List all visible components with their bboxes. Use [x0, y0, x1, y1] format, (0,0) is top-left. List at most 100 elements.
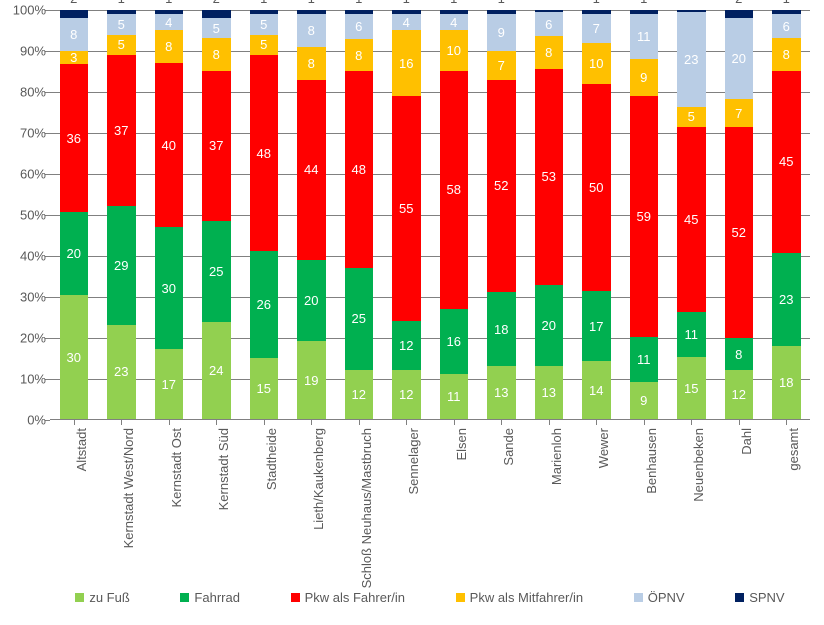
x-axis-label: Sande	[501, 428, 516, 466]
x-label-slot: Marienloh	[525, 422, 573, 587]
segment-value: 20	[732, 51, 746, 66]
x-tickmark	[311, 420, 312, 425]
bar-top-label: 1	[620, 0, 668, 6]
segment-zu_fuss: 30	[60, 295, 89, 419]
segment-value: 9	[640, 393, 647, 408]
segment-oepnv: 6	[345, 14, 374, 39]
segment-value: 16	[447, 334, 461, 349]
segment-oepnv: 6	[772, 14, 801, 38]
segment-fahrrad: 18	[487, 292, 516, 366]
segment-value: 15	[257, 381, 271, 396]
stacked-bar: 17304084	[155, 10, 184, 419]
x-label-slot: Kernstadt Süd	[193, 422, 241, 587]
stacked-bar: 13185279	[487, 10, 516, 419]
bar-top-label: 2	[50, 0, 98, 6]
segment-value: 36	[67, 131, 81, 146]
x-axis-label: Kernstadt Ost	[169, 428, 184, 507]
segment-pkw_fahrer: 59	[630, 96, 659, 337]
segment-value: 19	[304, 373, 318, 388]
segment-fahrrad: 20	[535, 285, 564, 366]
x-label-slot: Sande	[478, 422, 526, 587]
segment-pkw_fahrer: 45	[677, 127, 706, 312]
stacked-bar: 151145523	[677, 10, 706, 419]
segment-value: 8	[213, 47, 220, 62]
segment-value: 50	[589, 180, 603, 195]
segment-value: 37	[114, 123, 128, 138]
segment-pkw_fahrer: 36	[60, 64, 89, 213]
segment-value: 20	[67, 246, 81, 261]
segment-value: 8	[783, 47, 790, 62]
segment-pkw_mitfahrer: 7	[725, 99, 754, 127]
segment-value: 5	[213, 21, 220, 36]
legend: zu FußFahrradPkw als Fahrer/inPkw als Mi…	[50, 590, 810, 605]
segment-value: 53	[542, 169, 556, 184]
segment-value: 25	[352, 311, 366, 326]
segment-value: 8	[308, 23, 315, 38]
y-tick-label: 40%	[2, 249, 46, 264]
bar-top-label: 1	[478, 0, 526, 6]
segment-value: 26	[257, 297, 271, 312]
legend-label: ÖPNV	[648, 590, 685, 605]
segment-pkw_mitfahrer: 8	[345, 39, 374, 72]
segment-oepnv: 23	[677, 12, 706, 107]
x-tickmark	[549, 420, 550, 425]
segment-value: 4	[403, 15, 410, 30]
legend-swatch	[291, 593, 300, 602]
bar-top-label: 2	[715, 0, 763, 6]
y-tick-label: 100%	[2, 3, 46, 18]
segment-oepnv: 8	[297, 14, 326, 47]
segment-fahrrad: 20	[60, 212, 89, 295]
x-axis-label: Marienloh	[549, 428, 564, 485]
segment-pkw_fahrer: 37	[202, 71, 231, 221]
bar-slot: 113185279	[478, 10, 526, 419]
bar-top-label: 1	[335, 0, 383, 6]
stacked-bar: 121255164	[392, 10, 421, 419]
x-axis-label: Benhausen	[644, 428, 659, 494]
bar-slot: 191159911	[620, 10, 668, 419]
bar-slot: 117304084	[145, 10, 193, 419]
x-label-slot: Stadtheide	[240, 422, 288, 587]
bar-top-label: 1	[145, 0, 193, 6]
segment-oepnv: 11	[630, 14, 659, 59]
bar-slot: 1121255164	[383, 10, 431, 419]
segment-pkw_mitfahrer: 8	[202, 38, 231, 70]
segment-fahrrad: 23	[772, 253, 801, 346]
segment-pkw_fahrer: 48	[250, 55, 279, 251]
bar-top-label: 1	[573, 0, 621, 6]
legend-item-pkw_fahrer: Pkw als Fahrer/in	[291, 590, 405, 605]
x-label-slot: Neuenbeken	[668, 422, 716, 587]
x-label-slot: Kernstadt West/Nord	[98, 422, 146, 587]
legend-item-fahrrad: Fahrrad	[180, 590, 240, 605]
y-tick-label: 80%	[2, 85, 46, 100]
segment-value: 13	[542, 385, 556, 400]
bar-top-label: 1	[383, 0, 431, 6]
stacked-bar: 12852720	[725, 10, 754, 419]
segment-pkw_mitfahrer: 5	[250, 35, 279, 55]
stacked-bar: 91159911	[630, 10, 659, 419]
segment-value: 40	[162, 138, 176, 153]
segment-pkw_fahrer: 52	[487, 80, 516, 293]
x-axis-label: Elsen	[454, 428, 469, 461]
segment-value: 8	[70, 27, 77, 42]
segment-pkw_mitfahrer: 5	[107, 35, 136, 55]
legend-swatch	[75, 593, 84, 602]
stacked-bar: 141750107	[582, 10, 611, 419]
bar-slot: 212852720	[715, 10, 763, 419]
x-tickmark	[406, 420, 407, 425]
x-axis-label: Kernstadt Süd	[216, 428, 231, 510]
segment-value: 48	[257, 146, 271, 161]
y-tick-label: 90%	[2, 44, 46, 59]
stacked-bar: 18234586	[772, 10, 801, 419]
segment-pkw_fahrer: 48	[345, 71, 374, 267]
segment-oepnv: 9	[487, 14, 516, 51]
segment-pkw_fahrer: 40	[155, 63, 184, 227]
bar-slot: 13205386	[525, 10, 573, 419]
y-tick-label: 10%	[2, 372, 46, 387]
segment-value: 18	[494, 322, 508, 337]
x-axis-label: gesamt	[786, 428, 801, 471]
segment-oepnv: 20	[725, 18, 754, 99]
segment-value: 12	[399, 387, 413, 402]
x-axis-label: Kernstadt West/Nord	[121, 428, 136, 548]
segment-value: 15	[684, 381, 698, 396]
x-tickmark	[169, 420, 170, 425]
